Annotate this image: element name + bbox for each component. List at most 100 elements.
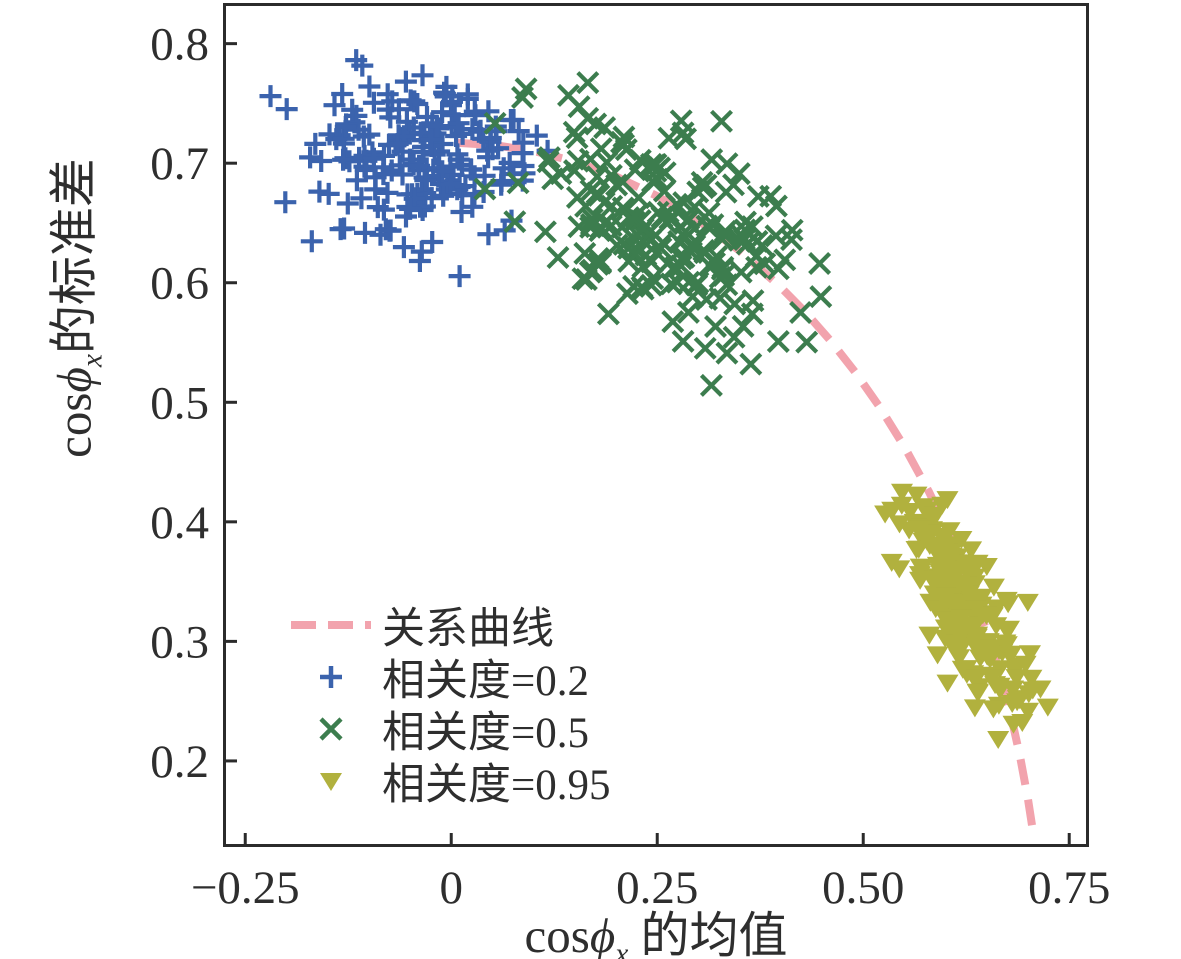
x-tick-label: 0.75 [1028,862,1110,914]
x-tick-label: 0 [439,862,463,914]
data-point [631,217,655,241]
legend-label-corr095: 相关度=0.95 [382,762,611,809]
data-point [960,589,983,608]
data-point [641,267,665,291]
data-point [1020,669,1043,688]
data-point [918,626,941,645]
data-point [585,181,609,205]
data-point [446,143,469,166]
data-point [686,180,710,204]
data-point [546,246,570,269]
data-point [506,171,530,195]
data-point [964,600,987,619]
data-point [966,640,989,659]
data-point [701,213,725,237]
data-point [899,503,922,521]
data-point [362,147,385,170]
x-label-rest: 的均值 [628,908,788,959]
data-point [586,247,610,270]
y-tick-label: 0.4 [150,497,209,549]
data-point [996,622,1019,641]
data-point [411,64,434,87]
x-label-sub: x [615,937,629,959]
y-tick-label: 0.7 [150,138,209,190]
data-point [710,109,733,133]
data-point [323,94,346,117]
data-point [955,557,978,576]
data-point [693,336,717,360]
data-point [336,192,359,215]
data-point [780,228,803,252]
data-point [675,210,699,234]
data-point [950,627,973,646]
data-point [921,524,943,543]
data-point [333,217,356,240]
data-point [704,315,727,338]
data-point [579,147,602,171]
data-point [1017,702,1039,721]
data-point [982,578,1005,597]
x-label-cos: cos [524,908,590,959]
data-point [589,216,613,240]
data-point [567,95,591,119]
data-point [809,285,833,309]
data-point [451,153,473,176]
data-point [351,54,374,77]
data-point [987,731,1010,749]
x-label-phi: ϕ [589,908,616,959]
data-point [431,160,454,183]
data-point [499,109,522,131]
data-point [615,282,639,306]
data-point [979,639,1002,658]
data-point [533,220,557,244]
data-point [710,227,734,251]
data-point [759,184,783,208]
data-point [994,634,1017,653]
data-point [479,127,502,149]
y-tick-label: 0.6 [150,258,209,310]
data-point [454,175,477,198]
y-axis-label: cosϕx的标准差 [35,158,109,458]
data-point [975,606,998,625]
data-point [394,70,417,93]
data-point [644,159,668,183]
data-point [483,111,507,135]
data-point [661,310,685,334]
data-point [593,116,617,140]
data-point [908,520,931,539]
y-label-sub: x [76,354,109,368]
data-point [966,683,989,702]
data-point [376,83,399,106]
legend: 关系曲线 相关度=0.2 相关度=0.5 相关度=0.95 [288,599,611,809]
data-point [1019,645,1041,664]
data-point [661,257,685,281]
data-point [507,120,530,143]
legend-item-curve: 关系曲线 [288,599,611,653]
data-point [421,231,444,253]
data-point [274,191,297,214]
data-point [341,98,364,121]
data-point [376,181,399,204]
data-point [723,292,747,316]
data-point [780,218,804,242]
data-point [963,699,986,718]
data-point [808,252,832,275]
data-point [432,184,455,207]
data-point [576,71,600,95]
data-point [700,148,724,172]
series-triangle-down [874,483,1059,749]
data-point [681,236,705,260]
data-point [766,257,790,281]
data-point [950,609,973,628]
data-point [923,506,946,525]
data-point [795,330,819,354]
data-point [935,587,958,606]
data-point [259,85,282,108]
data-point [492,157,515,180]
data-point [929,563,952,582]
data-point [408,250,431,272]
data-point [698,253,721,277]
data-point [918,537,941,555]
data-point [439,172,462,195]
data-point [372,198,395,221]
